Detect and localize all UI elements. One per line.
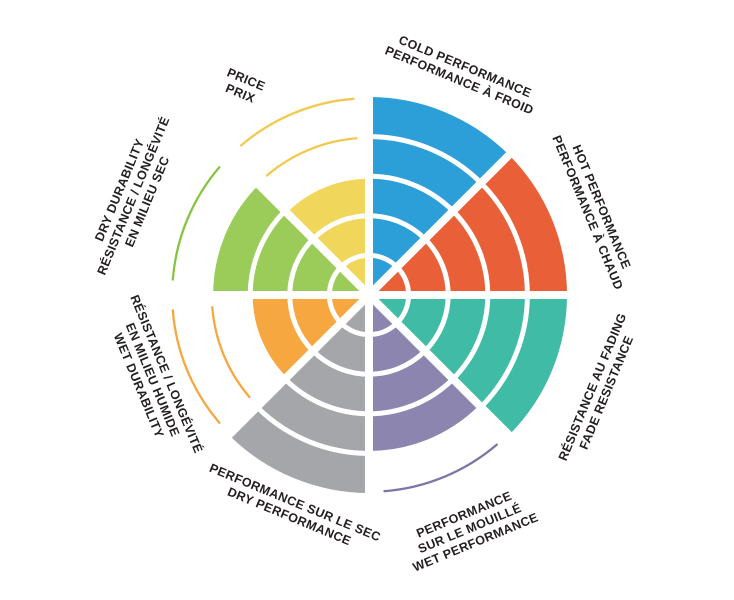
ring-arc-wet-performance-5 — [383, 443, 498, 493]
ring-arc-price-4 — [265, 137, 358, 177]
sector-wedge-wet-performance — [369, 295, 482, 454]
sector-wedge-dry-durability — [210, 182, 369, 295]
spoke-1 — [366, 147, 517, 298]
sector-wedge-wet-durability — [250, 295, 369, 379]
spoke-7 — [221, 147, 372, 298]
sector-wedge-price — [285, 176, 369, 295]
ring-arc-dry-durability-5 — [171, 166, 221, 281]
spoke-5 — [221, 292, 372, 443]
ring-arc-wet-durability-5 — [171, 309, 221, 424]
ring-arc-wet-durability-4 — [211, 306, 251, 399]
ring-arc-price-5 — [240, 97, 355, 147]
spoke-3 — [366, 292, 517, 443]
